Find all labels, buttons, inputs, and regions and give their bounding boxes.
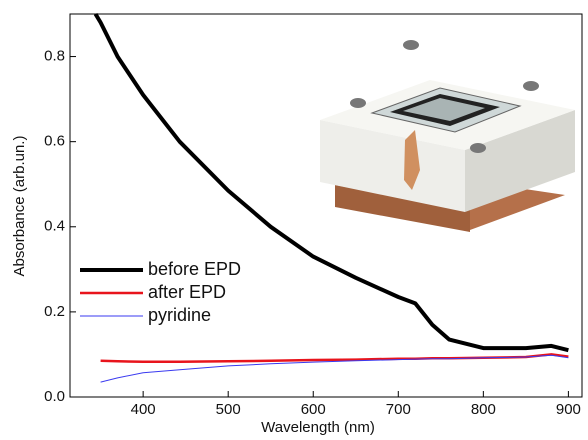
y-tick-label: 0.0 — [44, 388, 65, 405]
x-tick-label: 400 — [131, 401, 156, 418]
screw — [350, 98, 366, 108]
x-axis-label: Wavelength (nm) — [261, 419, 375, 436]
legend-label: before EPD — [148, 259, 241, 279]
block-front — [320, 120, 465, 212]
x-tick-label: 700 — [386, 401, 411, 418]
inset-photo — [320, 40, 575, 232]
legend-label: pyridine — [148, 305, 211, 325]
y-tick-label: 0.8 — [44, 48, 65, 65]
y-axis-label: Absorbance (arb.un.) — [11, 136, 28, 277]
x-tick-label: 600 — [301, 401, 326, 418]
screw — [403, 40, 419, 50]
y-tick-label: 0.4 — [44, 218, 65, 235]
y-tick-label: 0.6 — [44, 133, 65, 150]
copper-side — [335, 185, 470, 232]
series-line — [93, 12, 569, 353]
series-line — [100, 354, 569, 383]
screw — [523, 81, 539, 91]
y-tick-label: 0.2 — [44, 303, 65, 320]
x-tick-label: 500 — [216, 401, 241, 418]
series-line — [100, 353, 569, 363]
contact-tab — [404, 130, 420, 190]
legend-label: after EPD — [148, 282, 226, 302]
x-tick-label: 800 — [471, 401, 496, 418]
screw — [470, 143, 486, 153]
window — [403, 98, 485, 121]
block-side — [465, 110, 575, 212]
x-tick-label: 900 — [556, 401, 581, 418]
plot-frame — [69, 13, 583, 398]
